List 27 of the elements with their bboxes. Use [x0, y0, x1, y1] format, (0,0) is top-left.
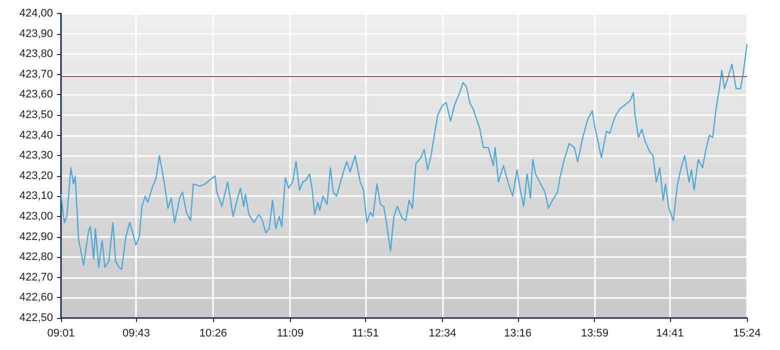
x-tick-label: 11:09 — [276, 328, 304, 340]
y-tick-label: 423,50 — [19, 109, 53, 121]
y-tick-label: 422,60 — [19, 292, 53, 304]
y-tick-label: 423,40 — [19, 129, 53, 142]
x-tick-label: 10:26 — [199, 328, 227, 340]
x-tick-label: 11:51 — [352, 328, 379, 340]
y-tick-label: 423,30 — [19, 150, 53, 162]
y-tick-label: 422,70 — [19, 271, 53, 284]
x-tick-label: 09:01 — [47, 328, 75, 340]
y-tick-label: 423,00 — [19, 210, 53, 222]
line-series — [60, 43, 748, 270]
y-tick-label: 422,90 — [19, 230, 53, 243]
y-tick-label: 422,50 — [19, 312, 53, 324]
y-tick-label: 423,80 — [19, 48, 53, 60]
y-tick-label: 422,80 — [19, 251, 53, 264]
x-tick-label: 15:24 — [733, 328, 761, 340]
y-tick-label: 424,00 — [19, 8, 53, 20]
y-tick-label: 423,90 — [19, 28, 53, 40]
y-tick-label: 423,10 — [19, 190, 53, 202]
y-tick-label: 423,60 — [19, 88, 53, 101]
x-tick-label: 12:34 — [428, 328, 456, 340]
y-tick-label: 423,70 — [19, 68, 53, 80]
x-tick-label: 09:43 — [122, 328, 150, 340]
x-tick-label: 14:41 — [656, 328, 684, 340]
x-tick-label: 13:59 — [580, 328, 608, 340]
y-tick-label: 423,20 — [19, 170, 53, 182]
x-tick-label: 13:16 — [504, 328, 532, 340]
